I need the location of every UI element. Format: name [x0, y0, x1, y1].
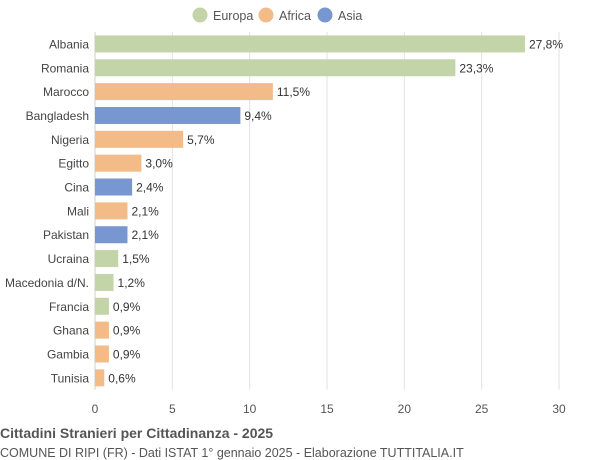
category-label: Ghana	[53, 324, 89, 338]
legend: Europa Africa Asia	[192, 7, 362, 23]
legend-label-africa: Africa	[279, 9, 311, 23]
value-label: 9,4%	[244, 109, 272, 123]
bar	[95, 250, 119, 268]
value-label: 23,3%	[459, 61, 493, 75]
category-label: Pakistan	[43, 228, 89, 242]
category-label: Albania	[49, 37, 89, 51]
chart-title: Cittadini Stranieri per Cittadinanza - 2…	[0, 425, 274, 441]
category-label: Romania	[41, 61, 89, 75]
bar-chart: Europa Africa Asia Albania Romania Marocco Ba…	[5, 7, 566, 416]
x-tick-label: 0	[92, 402, 99, 416]
bar	[95, 59, 456, 77]
value-label: 11,5%	[277, 85, 310, 99]
value-label: 0,6%	[108, 371, 136, 385]
chart-subtitle: COMUNE DI RIPI (FR) - Dati ISTAT 1° genn…	[0, 446, 464, 460]
bar	[95, 35, 525, 53]
category-label: Ucraina	[48, 252, 90, 266]
category-label: Gambia	[47, 347, 89, 361]
category-label: Bangladesh	[26, 109, 89, 123]
bar	[95, 297, 109, 315]
value-label: 1,5%	[122, 252, 150, 266]
bar	[95, 83, 273, 101]
category-label: Cina	[64, 181, 89, 195]
value-label: 5,7%	[187, 133, 215, 147]
x-tick-label: 20	[398, 402, 412, 416]
x-tick-label: 15	[320, 402, 334, 416]
category-label: Egitto	[58, 157, 89, 171]
legend-swatch-asia	[317, 7, 333, 23]
x-tick-label: 5	[169, 402, 176, 416]
category-label: Tunisia	[51, 371, 90, 385]
value-label: 3,0%	[145, 157, 173, 171]
bars	[95, 35, 525, 387]
value-label: 0,9%	[113, 300, 141, 314]
x-tick-labels: 0 5 10 15 20 25 30	[92, 402, 566, 416]
category-label: Mali	[67, 204, 89, 218]
legend-swatch-europa	[192, 7, 208, 23]
category-label: Macedonia d/N.	[5, 276, 89, 290]
bar	[95, 321, 109, 339]
legend-label-asia: Asia	[338, 9, 362, 23]
category-label: Francia	[49, 300, 89, 314]
x-tick-label: 30	[552, 402, 566, 416]
bar	[95, 369, 105, 387]
value-label: 2,1%	[131, 204, 159, 218]
bar	[95, 226, 128, 244]
category-labels: Albania Romania Marocco Bangladesh Nigeria Eg…	[5, 37, 89, 385]
bar	[95, 202, 128, 220]
bar	[95, 178, 133, 196]
category-label: Nigeria	[51, 133, 89, 147]
bar	[95, 345, 109, 363]
value-labels: 27,8% 23,3% 11,5% 9,4% 5,7% 3,0% 2,4% 2,1% 2,1% 1…	[108, 37, 563, 385]
legend-swatch-africa	[258, 7, 274, 23]
bar	[95, 154, 142, 172]
x-tick-label: 10	[243, 402, 257, 416]
value-label: 27,8%	[529, 37, 563, 51]
value-label: 1,2%	[118, 276, 146, 290]
bar	[95, 106, 241, 124]
value-label: 2,4%	[136, 181, 164, 195]
x-tick-label: 25	[475, 402, 489, 416]
value-label: 0,9%	[113, 324, 141, 338]
value-label: 2,1%	[131, 228, 159, 242]
bar	[95, 130, 184, 148]
legend-label-europa: Europa	[213, 9, 253, 23]
category-label: Marocco	[43, 85, 89, 99]
value-label: 0,9%	[113, 347, 141, 361]
bar	[95, 273, 114, 291]
